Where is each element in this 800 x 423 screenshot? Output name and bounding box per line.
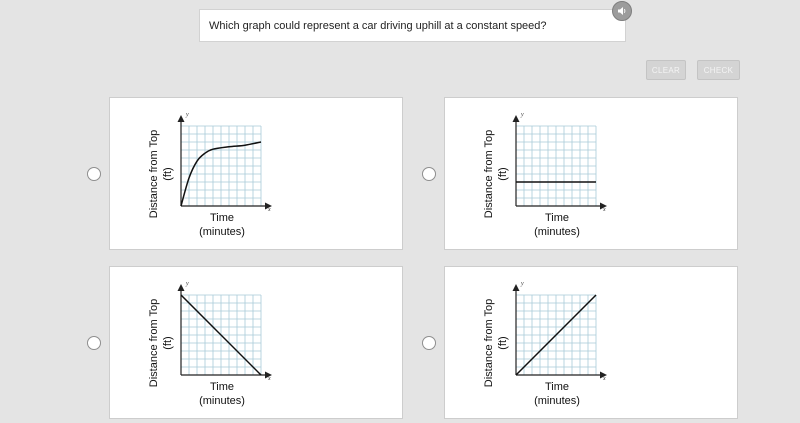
check-button[interactable]: CHECK: [697, 60, 740, 80]
x-axis-label-line1: Time: [544, 381, 570, 393]
option-2-card[interactable]: Distance from Top (ft) Time (minutes) y x: [444, 97, 738, 250]
x-axis-label-line2: (minutes): [199, 395, 245, 407]
y-axis-letter: y: [521, 112, 524, 118]
option-1-radio[interactable]: [87, 167, 101, 181]
y-axis-label-line1: Distance from Top: [483, 298, 495, 388]
option-3-radio[interactable]: [87, 336, 101, 350]
y-axis-label-line2: (ft): [497, 167, 509, 181]
y-axis-label-line2: (ft): [162, 167, 174, 181]
y-axis-label-line1: Distance from Top: [148, 129, 160, 219]
option-1-card[interactable]: Distance from Top (ft) Time (minutes) y x: [109, 97, 403, 250]
graph: [177, 115, 272, 210]
y-axis-label: Distance from Top (ft): [147, 114, 175, 234]
option-4-radio[interactable]: [422, 336, 436, 350]
option-3-card[interactable]: Distance from Top (ft) Time (minutes) y x: [109, 266, 403, 419]
axes: [177, 284, 272, 379]
option-4-card[interactable]: Distance from Top (ft) Time (minutes) y x: [444, 266, 738, 419]
x-axis-label-line1: Time: [209, 381, 235, 393]
x-axis-label-line2: (minutes): [199, 226, 245, 238]
question-text: Which graph could represent a car drivin…: [209, 20, 547, 32]
y-axis-label-line2: (ft): [162, 336, 174, 350]
x-axis-letter: x: [603, 376, 606, 382]
x-axis-letter: x: [268, 376, 271, 382]
x-axis-label-line1: Time: [544, 212, 570, 224]
y-axis-label: Distance from Top (ft): [147, 283, 175, 403]
y-axis-label-line2: (ft): [497, 336, 509, 350]
x-axis-letter: x: [603, 207, 606, 213]
axes: [512, 115, 607, 210]
clear-button[interactable]: CLEAR: [646, 60, 686, 80]
x-axis-label-line1: Time: [209, 212, 235, 224]
graph: [512, 115, 607, 210]
x-axis-label-line2: (minutes): [534, 395, 580, 407]
graph: [512, 284, 607, 379]
y-axis-label-line1: Distance from Top: [148, 298, 160, 388]
axes: [177, 115, 272, 210]
question-box: Which graph could represent a car drivin…: [199, 9, 626, 42]
audio-button[interactable]: [612, 1, 632, 21]
graph-line: [515, 294, 597, 376]
grid: [181, 125, 262, 206]
x-axis-letter: x: [268, 207, 271, 213]
axes: [512, 284, 607, 379]
speaker-icon: [618, 7, 626, 15]
y-axis-label: Distance from Top (ft): [482, 114, 510, 234]
graph-line: [180, 294, 262, 376]
x-axis-label-line2: (minutes): [534, 226, 580, 238]
y-axis-letter: y: [186, 112, 189, 118]
grid: [516, 125, 597, 206]
graph-line: [180, 141, 262, 207]
option-2-radio[interactable]: [422, 167, 436, 181]
y-axis-label: Distance from Top (ft): [482, 283, 510, 403]
y-axis-letter: y: [521, 281, 524, 287]
graph: [177, 284, 272, 379]
y-axis-letter: y: [186, 281, 189, 287]
y-axis-label-line1: Distance from Top: [483, 129, 495, 219]
